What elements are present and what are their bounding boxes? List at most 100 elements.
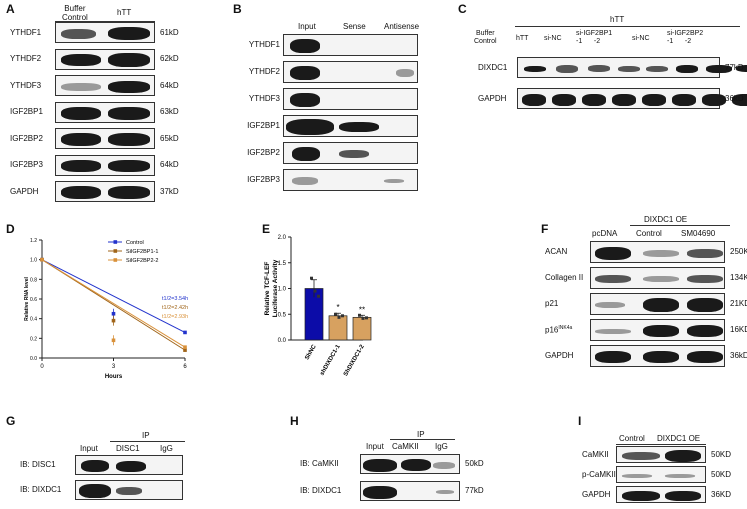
- legend-label: Control: [126, 240, 144, 246]
- y-tick-label: 0.4: [30, 317, 37, 323]
- blot-strip: [360, 481, 460, 501]
- blot-band: [292, 177, 318, 185]
- panel-label-e: E: [262, 222, 271, 236]
- blot-band: [622, 490, 660, 501]
- y-tick-label: 0.0: [30, 356, 37, 362]
- blot-band: [396, 69, 414, 77]
- significance-marker: **: [359, 305, 365, 314]
- blot-band: [665, 490, 701, 501]
- col-header-c-3: si-IGF2BP1 -1 -2: [576, 30, 613, 45]
- col-header-input-g: Input: [80, 444, 98, 453]
- data-point: [334, 312, 337, 316]
- blot-band: [108, 27, 150, 40]
- legend-label: SiIGF2BP1-1: [126, 249, 158, 255]
- blot-strip: [283, 169, 418, 191]
- blot-band: [665, 449, 701, 462]
- blot-band: [436, 490, 454, 494]
- blot-band: [108, 160, 150, 172]
- data-point: [183, 330, 187, 335]
- size-label: 36kD: [730, 351, 747, 360]
- row-label: GAPDH: [478, 94, 507, 103]
- size-label: 250KD: [730, 247, 747, 256]
- y-tick-label: 0.6: [30, 297, 37, 303]
- legend-marker: [113, 240, 118, 244]
- luciferase-bar-chart: 0.0 0.5 1.0 1.5 2.0 Relative TCF-LEFLuciferas…: [264, 235, 372, 377]
- blot-band: [556, 64, 578, 73]
- blot-band: [108, 106, 150, 120]
- blot-band: [61, 133, 101, 146]
- col-header-disc1: DISC1: [116, 444, 140, 453]
- data-point: [358, 313, 361, 317]
- legend-marker: [113, 258, 118, 262]
- col-header-input-h: Input: [366, 442, 384, 451]
- row-label: IB: DIXDC1: [20, 485, 62, 494]
- size-label: 134KD: [730, 273, 747, 282]
- blot-band: [612, 93, 636, 106]
- blot-band: [595, 328, 631, 334]
- col-header-antisense: Antisense: [384, 22, 420, 31]
- y-tick-label: 0.5: [278, 312, 287, 318]
- blot-band: [588, 65, 610, 72]
- blot-band: [702, 93, 726, 106]
- row-label: ACAN: [545, 247, 568, 256]
- panel-label-f: F: [541, 222, 549, 236]
- blot-band: [433, 461, 455, 469]
- col-header-sm04690: SM04690: [681, 229, 716, 238]
- blot-band: [618, 65, 640, 72]
- size-label: 77kD: [465, 486, 484, 495]
- category-label: ShDIXDC1-2: [343, 343, 366, 377]
- blot-band: [290, 66, 320, 80]
- blot-band: [676, 64, 698, 73]
- data-point: [183, 348, 187, 352]
- blot-band: [643, 351, 679, 363]
- series-line-0: [41, 259, 186, 333]
- col-header-dixdc1-oe-i: DIXDC1 OE: [657, 434, 701, 443]
- blot-band: [290, 39, 320, 53]
- blot-band: [672, 93, 696, 106]
- size-label: 77kD: [725, 62, 744, 72]
- blot-band: [622, 473, 652, 478]
- col-header-c-2: si-NC: [544, 35, 562, 42]
- panel-label-i: I: [578, 414, 582, 428]
- panel-label-a: A: [6, 2, 15, 16]
- data-point: [313, 289, 317, 293]
- blot-band: [108, 80, 150, 93]
- data-point: [365, 316, 368, 320]
- size-label: 50KD: [711, 469, 732, 479]
- blot-strip: [283, 88, 418, 110]
- col-header-c-4: si-NC: [632, 35, 650, 42]
- row-label: IGF2BP1: [10, 107, 43, 116]
- row-label: YTHDF3: [10, 80, 42, 90]
- blot-strip: [75, 455, 183, 475]
- row-label: GAPDH: [545, 351, 574, 360]
- col-header-camkii: CaMKII: [392, 442, 419, 451]
- x-axis-label: Hours: [105, 374, 123, 380]
- blot-band: [687, 298, 723, 312]
- half-life-annotation: t1/2=2.93h: [162, 314, 188, 320]
- blot-band: [687, 351, 723, 363]
- data-point: [337, 315, 341, 319]
- blot-band: [522, 93, 546, 106]
- ip-underline-h: [390, 439, 455, 440]
- col-header-pcdna: pcDNA: [592, 229, 618, 238]
- blot-band: [108, 53, 150, 67]
- col-header-c-1: hTT: [516, 35, 529, 42]
- x-tick-label: 0: [40, 364, 44, 370]
- blot-band: [642, 93, 666, 106]
- size-label: 50KD: [711, 449, 732, 459]
- y-tick-label: 2.0: [278, 235, 287, 241]
- category-label: shDIXDC1-1: [319, 343, 342, 376]
- blot-band: [582, 93, 606, 106]
- y-tick-label: 1.0: [278, 287, 287, 293]
- col-header-input: Input: [298, 22, 316, 31]
- blot-strip: [55, 154, 155, 176]
- blot-band: [643, 325, 679, 337]
- blot-band: [116, 487, 142, 495]
- col-header-htt: hTT: [117, 8, 132, 17]
- size-label: 16KD: [730, 325, 747, 334]
- blot-band: [552, 93, 576, 106]
- blot-band: [363, 485, 397, 499]
- data-point: [310, 276, 313, 280]
- row-label: IGF2BP2: [10, 133, 43, 143]
- blot-band: [687, 275, 723, 283]
